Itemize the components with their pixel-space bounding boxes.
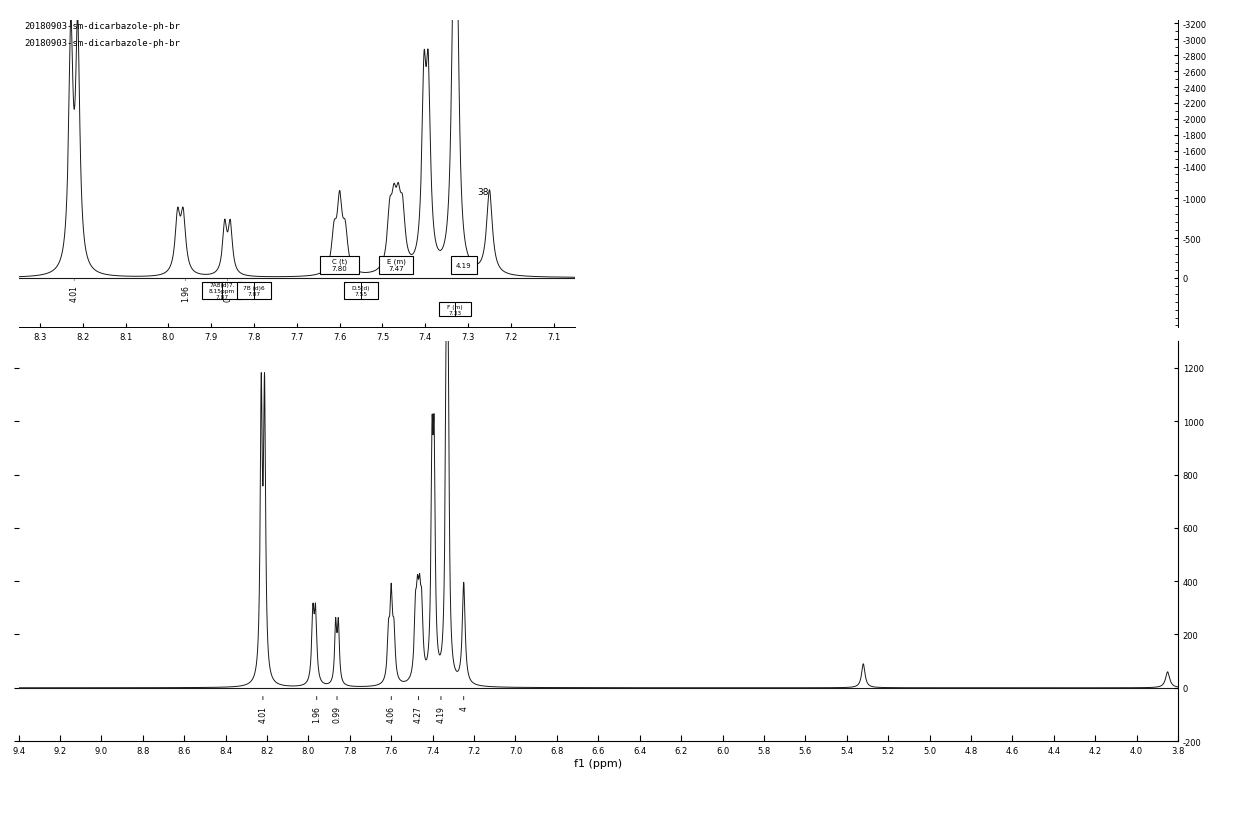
Text: 4.19: 4.19 xyxy=(456,262,471,269)
Bar xyxy=(379,256,413,274)
Bar xyxy=(202,283,242,300)
Bar xyxy=(439,303,471,317)
Text: 4.01: 4.01 xyxy=(69,284,79,301)
Text: 1.96: 1.96 xyxy=(181,284,190,301)
Text: 38: 38 xyxy=(477,188,489,197)
Text: 4.19: 4.19 xyxy=(436,705,445,722)
Bar xyxy=(320,256,358,274)
Text: 20180903-sm-dicarbazole-ph-br: 20180903-sm-dicarbazole-ph-br xyxy=(24,39,180,48)
Text: E (m)
7.47: E (m) 7.47 xyxy=(387,259,405,272)
Bar xyxy=(451,256,476,274)
Text: 4.01: 4.01 xyxy=(258,705,268,722)
Text: 7A8(d)7.
8.15ppm
7.87: 7A8(d)7. 8.15ppm 7.87 xyxy=(208,283,236,300)
Text: 7B (d)6
7.87: 7B (d)6 7.87 xyxy=(243,286,265,296)
Text: D.5(d)
7.55: D.5(d) 7.55 xyxy=(352,286,371,296)
Bar xyxy=(343,283,378,300)
X-axis label: f1 (ppm): f1 (ppm) xyxy=(574,758,622,767)
Text: 1.96: 1.96 xyxy=(312,705,321,722)
Bar xyxy=(237,283,272,300)
Text: C (t)
7.80: C (t) 7.80 xyxy=(332,259,347,272)
Text: 0.99: 0.99 xyxy=(332,705,341,722)
Text: 0.99: 0.99 xyxy=(223,284,232,301)
Text: 4: 4 xyxy=(459,705,469,710)
Text: F (m)
7.33: F (m) 7.33 xyxy=(448,305,463,315)
Text: 4.06: 4.06 xyxy=(387,705,396,722)
Text: 4.27: 4.27 xyxy=(414,705,423,722)
Text: 20180903-sm-dicarbazole-ph-br: 20180903-sm-dicarbazole-ph-br xyxy=(24,22,180,31)
